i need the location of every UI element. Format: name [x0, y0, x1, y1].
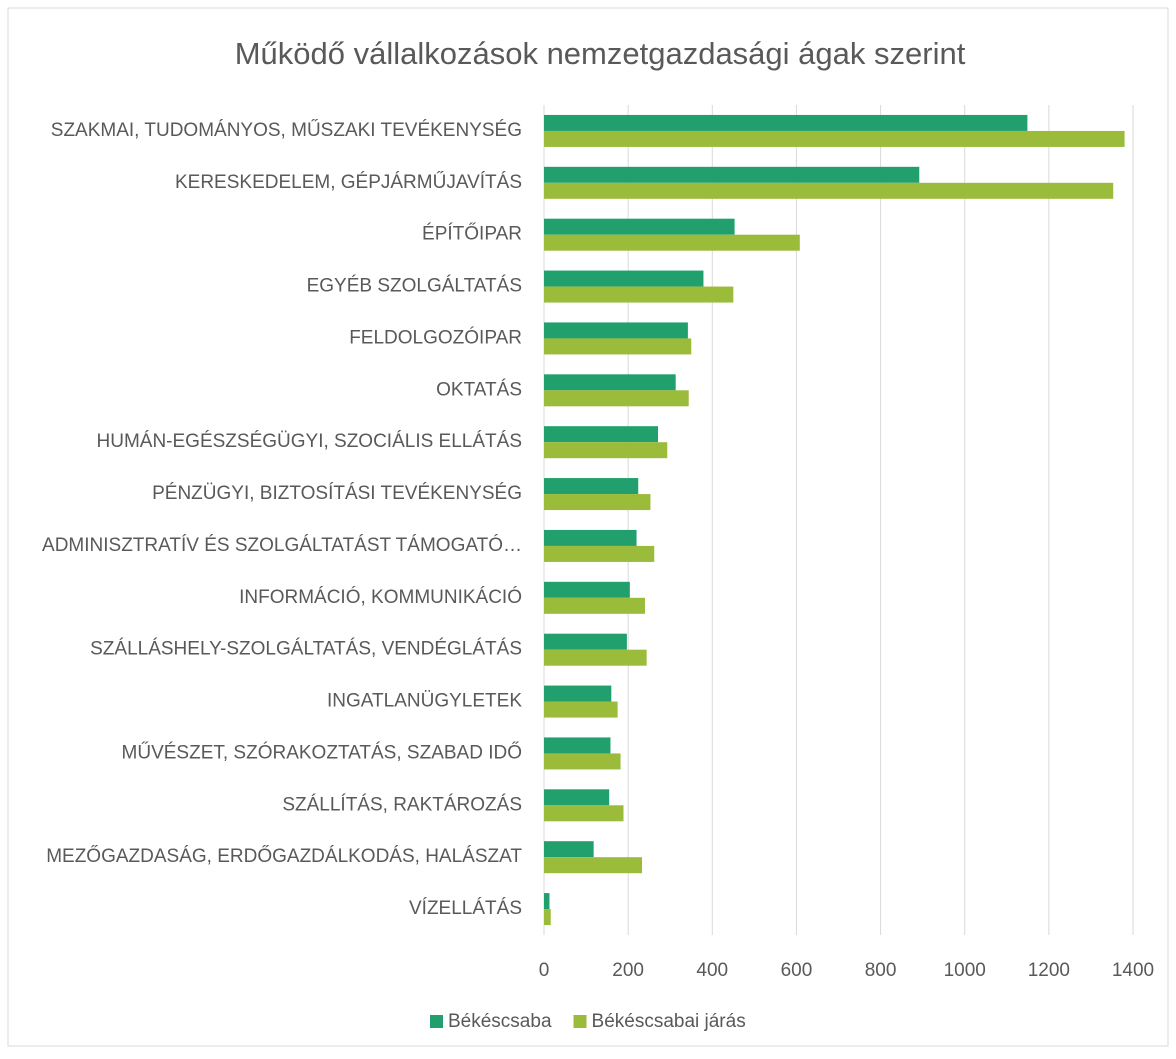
y-tick-label: MEZŐGAZDASÁG, ERDŐGAZDÁLKODÁS, HALÁSZAT — [46, 845, 522, 867]
y-tick-label: MŰVÉSZET, SZÓRAKOZTATÁS, SZABAD IDŐ — [122, 741, 522, 763]
bar — [544, 805, 624, 822]
bar — [544, 286, 734, 303]
y-tick-label: INFORMÁCIÓ, KOMMUNIKÁCIÓ — [239, 586, 522, 608]
y-tick-label: PÉNZÜGYI, BIZTOSÍTÁSI TEVÉKENYSÉG — [152, 483, 522, 504]
bar — [544, 529, 637, 546]
bar — [544, 841, 594, 858]
y-tick-label: KERESKEDELEM, GÉPJÁRMŰJAVÍTÁS — [175, 171, 522, 193]
bar — [544, 633, 627, 650]
x-tick-label: 400 — [696, 960, 728, 981]
y-tick-label: SZÁLLÍTÁS, RAKTÁROZÁS — [282, 794, 522, 815]
bar — [544, 130, 1125, 147]
chart-frame — [7, 7, 1169, 1047]
bar — [544, 442, 668, 459]
bar — [544, 581, 630, 598]
bar — [544, 114, 1028, 131]
bar — [544, 685, 612, 702]
bar — [544, 597, 645, 614]
legend-label: Békéscsabai járás — [592, 1011, 746, 1032]
chart-title: Működő vállalkozások nemzetgazdasági ága… — [235, 36, 966, 71]
bar — [544, 218, 735, 235]
bar — [544, 545, 655, 562]
legend-label: Békéscsaba — [448, 1011, 552, 1032]
legend-swatch — [430, 1015, 443, 1028]
bar — [544, 182, 1114, 199]
bar — [544, 893, 550, 910]
bar — [544, 374, 676, 391]
bar — [544, 478, 639, 495]
bar — [544, 322, 688, 339]
x-tick-label: 200 — [612, 960, 644, 981]
bar — [544, 166, 920, 183]
y-tick-label: EGYÉB SZOLGÁLTATÁS — [307, 276, 522, 297]
bar — [544, 701, 618, 718]
bar — [544, 649, 647, 666]
y-tick-label: VÍZELLÁTÁS — [409, 898, 522, 919]
x-tick-label: 600 — [781, 960, 813, 981]
bar — [544, 426, 659, 443]
y-tick-label: INGATLANÜGYLETEK — [327, 691, 522, 712]
bar — [544, 338, 692, 355]
bar — [544, 270, 704, 287]
y-tick-label: OKTATÁS — [436, 379, 522, 400]
y-tick-label: HUMÁN-EGÉSZSÉGÜGYI, SZOCIÁLIS ELLÁTÁS — [97, 431, 523, 452]
bar — [544, 857, 643, 874]
bar — [544, 234, 800, 251]
bar — [544, 737, 611, 754]
x-tick-label: 1200 — [1028, 960, 1070, 981]
x-tick-label: 0 — [539, 960, 550, 981]
x-tick-label: 800 — [865, 960, 897, 981]
y-tick-label: SZÁLLÁSHELY-SZOLGÁLTATÁS, VENDÉGLÁTÁS — [90, 639, 522, 660]
y-tick-label: ÉPÍTŐIPAR — [422, 223, 522, 245]
bar — [544, 390, 689, 407]
bar — [544, 909, 551, 926]
y-tick-label: ADMINISZTRATÍV ÉS SZOLGÁLTATÁST TÁMOGATÓ… — [42, 534, 522, 556]
bar — [544, 789, 610, 806]
x-tick-label: 1400 — [1112, 960, 1154, 981]
y-tick-label: FELDOLGOZÓIPAR — [349, 326, 522, 348]
x-tick-label: 1000 — [944, 960, 986, 981]
bar — [544, 753, 621, 770]
legend-swatch — [573, 1015, 587, 1028]
bar — [544, 494, 651, 511]
y-tick-label: SZAKMAI, TUDOMÁNYOS, MŰSZAKI TEVÉKENYSÉG — [51, 119, 522, 141]
